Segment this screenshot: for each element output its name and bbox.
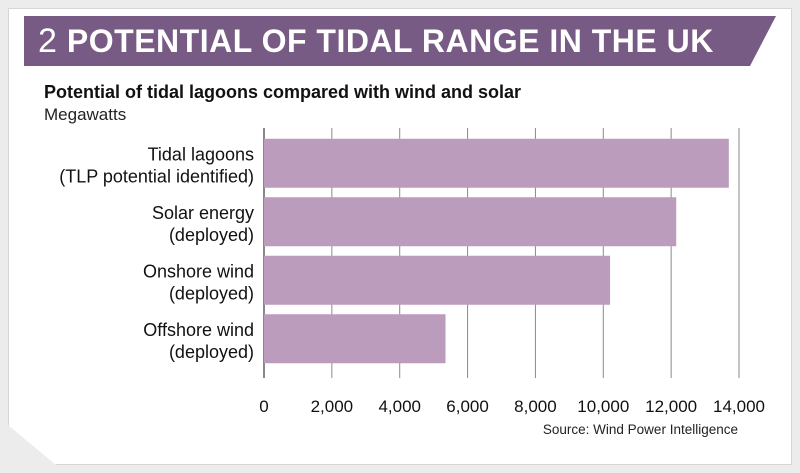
- category-label-line: Solar energy: [152, 203, 254, 223]
- category-label: Tidal lagoons (TLP potential identified): [59, 144, 254, 186]
- section-title: POTENTIAL OF TIDAL RANGE IN THE UK: [66, 22, 714, 59]
- x-tick-label: 8,000: [514, 397, 557, 416]
- bar: [264, 197, 677, 247]
- x-tick-label: 2,000: [311, 397, 354, 416]
- category-label-line: (deployed): [169, 342, 254, 362]
- category-label: Onshore wind (deployed): [143, 261, 254, 303]
- section-number: 2: [38, 21, 57, 60]
- category-label-line: Onshore wind: [143, 261, 254, 281]
- x-tick-label: 12,000: [645, 397, 697, 416]
- bar: [264, 138, 729, 188]
- category-label-line: Offshore wind: [143, 320, 254, 340]
- chart-title: Potential of tidal lagoons compared with…: [44, 82, 522, 102]
- header-banner: 2 POTENTIAL OF TIDAL RANGE IN THE UK: [24, 16, 776, 66]
- x-tick-label: 0: [259, 397, 268, 416]
- bar: [264, 314, 446, 364]
- category-label-line: (TLP potential identified): [59, 166, 254, 186]
- bar: [264, 255, 611, 305]
- category-label-line: (deployed): [169, 283, 254, 303]
- category-label: Solar energy (deployed): [152, 203, 254, 245]
- category-label-line: (deployed): [169, 225, 254, 245]
- unit-label: Megawatts: [44, 105, 127, 124]
- source-note: Source: Wind Power Intelligence: [542, 422, 738, 437]
- category-label-line: Tidal lagoons: [148, 144, 254, 164]
- category-label: Offshore wind (deployed): [143, 320, 254, 362]
- x-tick-label: 6,000: [446, 397, 489, 416]
- x-tick-label: 14,000: [713, 397, 765, 416]
- x-tick-label: 4,000: [378, 397, 421, 416]
- x-tick-label: 10,000: [577, 397, 629, 416]
